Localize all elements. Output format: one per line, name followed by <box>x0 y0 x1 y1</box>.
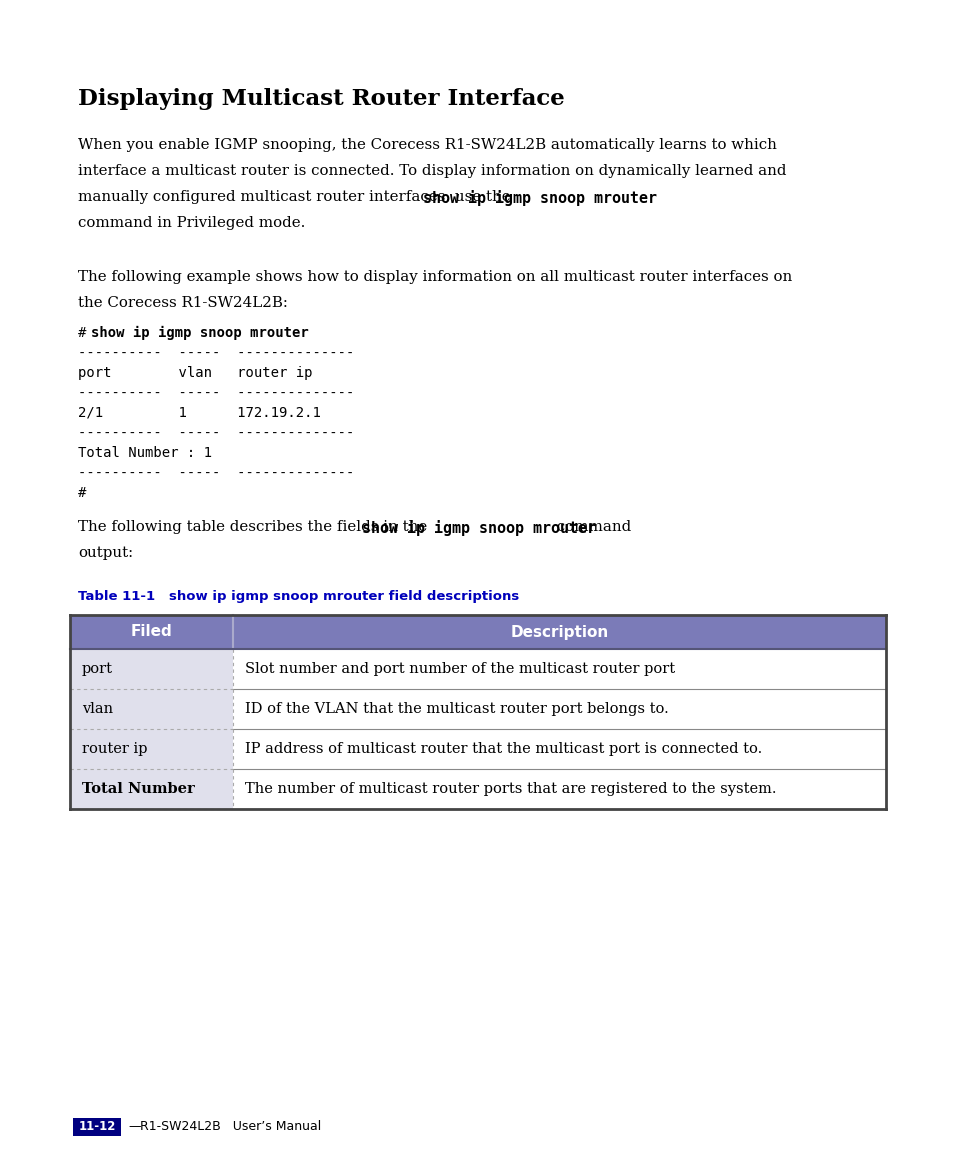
Text: R1-SW24L2B   User’s Manual: R1-SW24L2B User’s Manual <box>140 1120 321 1133</box>
Text: ----------  -----  --------------: ---------- ----- -------------- <box>78 385 354 399</box>
Text: When you enable IGMP snooping, the Corecess R1-SW24L2B automatically learns to w: When you enable IGMP snooping, the Corec… <box>78 138 776 152</box>
Bar <box>233 729 885 769</box>
Text: the Corecess R1-SW24L2B:: the Corecess R1-SW24L2B: <box>78 296 288 310</box>
Text: The following example shows how to display information on all multicast router i: The following example shows how to displ… <box>78 270 791 284</box>
Text: —: — <box>128 1120 140 1133</box>
Text: Total Number: Total Number <box>82 783 194 797</box>
Text: #: # <box>78 326 94 340</box>
Text: The number of multicast router ports that are registered to the system.: The number of multicast router ports tha… <box>245 783 776 797</box>
Text: show ip igmp snoop mrouter: show ip igmp snoop mrouter <box>362 520 596 536</box>
Text: output:: output: <box>78 545 133 559</box>
Text: router ip: router ip <box>82 742 148 756</box>
Bar <box>70 689 233 729</box>
Text: #: # <box>78 486 87 500</box>
Text: ID of the VLAN that the multicast router port belongs to.: ID of the VLAN that the multicast router… <box>245 702 668 716</box>
Bar <box>70 649 233 689</box>
Text: IP address of multicast router that the multicast port is connected to.: IP address of multicast router that the … <box>245 742 761 756</box>
Text: vlan: vlan <box>82 702 113 716</box>
Text: interface a multicast router is connected. To display information on dynamically: interface a multicast router is connecte… <box>78 164 785 178</box>
Text: Filed: Filed <box>131 625 172 640</box>
Text: manually configured multicast router interfaces, use the: manually configured multicast router int… <box>78 190 515 204</box>
Text: Displaying Multicast Router Interface: Displaying Multicast Router Interface <box>78 88 564 110</box>
Text: show ip igmp snoop mrouter: show ip igmp snoop mrouter <box>422 190 657 206</box>
Bar <box>233 769 885 809</box>
Text: ----------  -----  --------------: ---------- ----- -------------- <box>78 426 354 440</box>
Bar <box>233 649 885 689</box>
Text: 11-12: 11-12 <box>78 1120 115 1133</box>
Text: command: command <box>552 520 631 534</box>
Bar <box>70 729 233 769</box>
Text: ----------  -----  --------------: ---------- ----- -------------- <box>78 466 354 480</box>
Text: command in Privileged mode.: command in Privileged mode. <box>78 216 305 230</box>
Bar <box>233 689 885 729</box>
Text: Description: Description <box>510 625 608 640</box>
Text: ----------  -----  --------------: ---------- ----- -------------- <box>78 346 354 360</box>
Text: port        vlan   router ip: port vlan router ip <box>78 366 313 380</box>
Text: port: port <box>82 662 112 676</box>
Bar <box>70 769 233 809</box>
Text: Slot number and port number of the multicast router port: Slot number and port number of the multi… <box>245 662 675 676</box>
Text: Table 11-1   show ip igmp snoop mrouter field descriptions: Table 11-1 show ip igmp snoop mrouter fi… <box>78 590 518 603</box>
Text: Total Number : 1: Total Number : 1 <box>78 446 212 460</box>
Bar <box>73 1118 121 1136</box>
Text: 2/1         1      172.19.2.1: 2/1 1 172.19.2.1 <box>78 406 320 420</box>
Text: show ip igmp snoop mrouter: show ip igmp snoop mrouter <box>91 326 309 340</box>
Bar <box>70 616 885 649</box>
Text: The following table describes the fields in the: The following table describes the fields… <box>78 520 432 534</box>
